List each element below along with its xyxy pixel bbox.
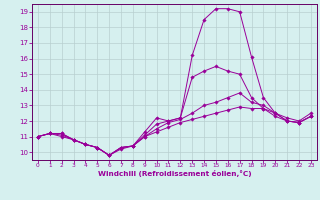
X-axis label: Windchill (Refroidissement éolien,°C): Windchill (Refroidissement éolien,°C) [98, 170, 251, 177]
